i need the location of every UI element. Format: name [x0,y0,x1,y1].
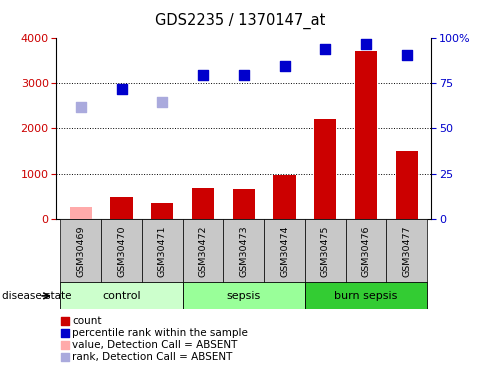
Bar [192,189,214,219]
Text: GSM30469: GSM30469 [76,225,85,277]
Text: GSM30476: GSM30476 [362,225,370,277]
Point [362,41,370,47]
Text: GSM30472: GSM30472 [198,225,208,277]
Point [281,63,289,69]
Point [61,318,69,324]
Bar [70,207,92,219]
Bar [101,219,142,283]
Text: GDS2235 / 1370147_at: GDS2235 / 1370147_at [155,13,325,29]
Bar [387,219,427,283]
Text: GSM30473: GSM30473 [239,225,248,277]
Text: GSM30477: GSM30477 [402,225,411,277]
Point [61,330,69,336]
Bar [355,51,377,219]
Text: control: control [102,291,141,301]
Text: rank, Detection Call = ABSENT: rank, Detection Call = ABSENT [72,352,232,362]
Bar [345,219,387,283]
Text: percentile rank within the sample: percentile rank within the sample [72,328,248,338]
Bar [60,219,101,283]
Text: GSM30474: GSM30474 [280,225,289,277]
Bar [314,119,337,219]
Bar [264,219,305,283]
Text: GSM30475: GSM30475 [321,225,330,277]
Bar [305,282,427,309]
Point [158,99,166,105]
Point [403,52,411,58]
Point [77,104,85,110]
Bar [60,282,183,309]
Bar [395,151,418,219]
Point [199,72,207,78]
Text: value, Detection Call = ABSENT: value, Detection Call = ABSENT [72,340,237,350]
Bar [223,219,264,283]
Point [118,86,125,92]
Text: count: count [72,316,101,326]
Bar [305,219,345,283]
Text: burn sepsis: burn sepsis [334,291,398,301]
Bar [151,204,173,219]
Point [321,46,329,52]
Point [240,72,247,78]
Bar [183,219,223,283]
Bar [183,282,305,309]
Point [61,342,69,348]
Text: sepsis: sepsis [227,291,261,301]
Bar [142,219,183,283]
Text: GSM30471: GSM30471 [158,225,167,277]
Bar [233,189,255,219]
Bar [110,196,133,219]
Bar [273,175,296,219]
Point [61,354,69,360]
Text: disease state: disease state [2,291,72,301]
Text: GSM30470: GSM30470 [117,225,126,277]
